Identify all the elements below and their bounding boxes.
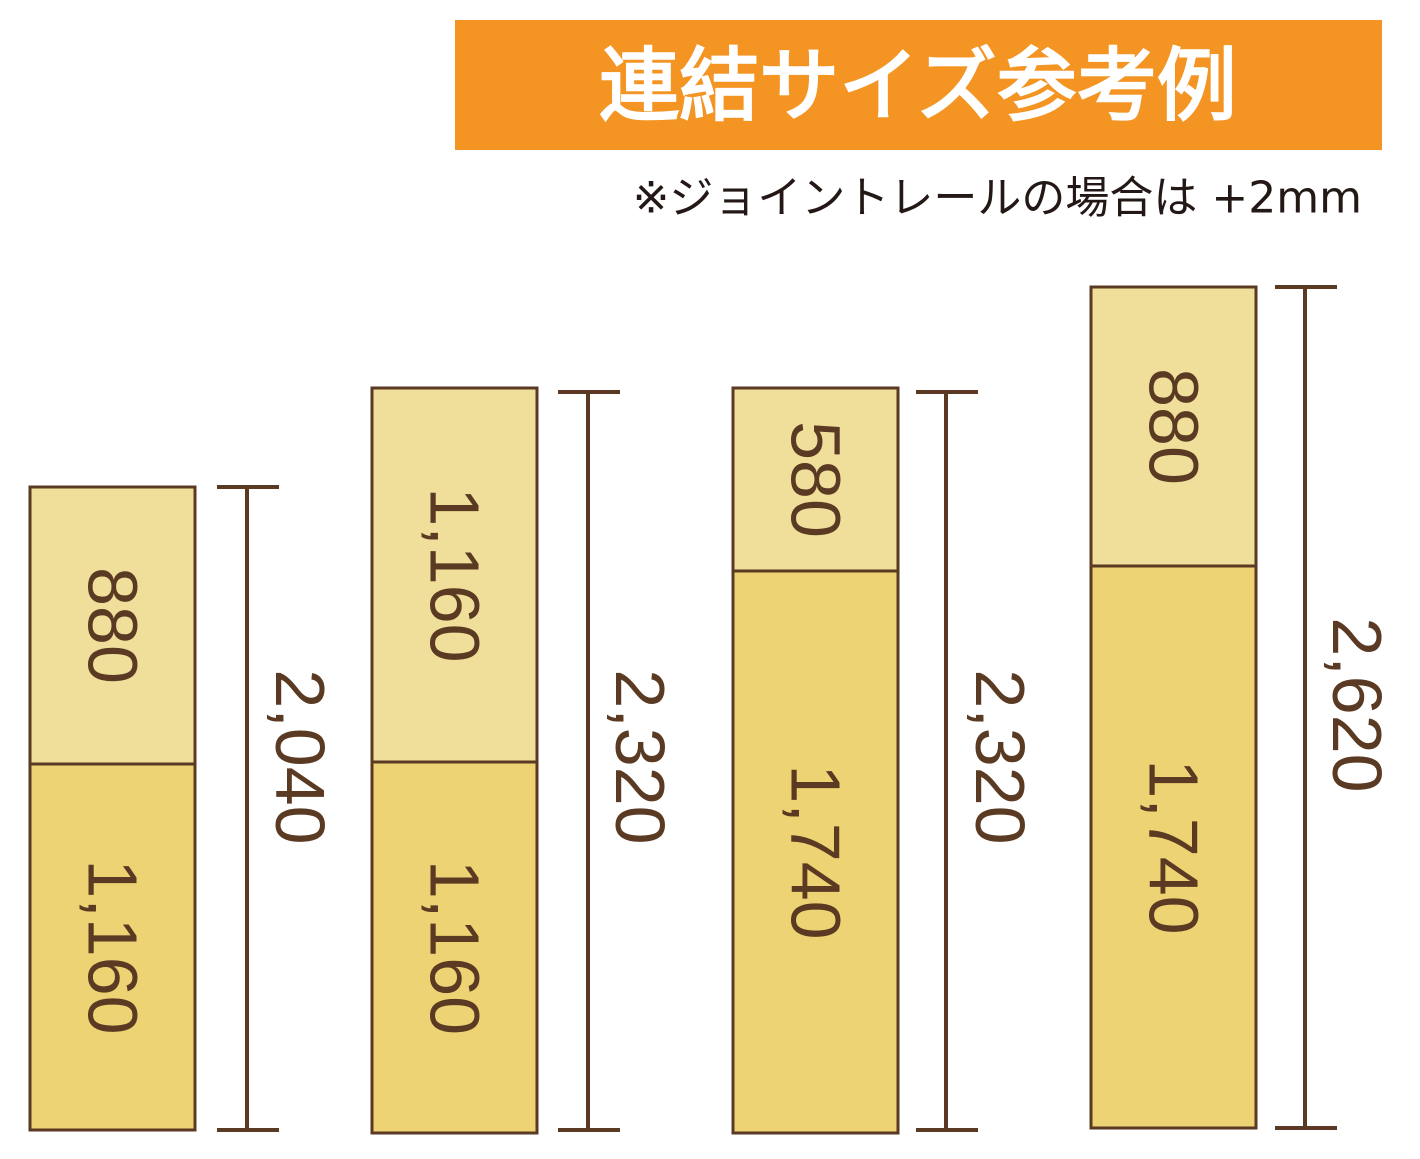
- segment-label: 880: [74, 567, 152, 684]
- panel-segment: [731, 569, 900, 1135]
- panel-segment: [1089, 285, 1258, 568]
- total-label: 2,040: [261, 669, 339, 844]
- title: 連結サイズ参考例: [599, 40, 1237, 133]
- segment-label: 1,740: [1135, 759, 1213, 934]
- title-banner: [455, 20, 1382, 150]
- segment-label: 1,160: [416, 860, 494, 1035]
- segment-label: 580: [777, 421, 855, 538]
- segment-label: 1,160: [74, 859, 152, 1034]
- panel-segment: [370, 386, 539, 764]
- panel-segment: [370, 760, 539, 1135]
- segment-label: 1,740: [777, 764, 855, 939]
- panel-segment: [1089, 564, 1258, 1130]
- total-label: 2,320: [961, 669, 1039, 844]
- panel-segment: [28, 485, 197, 766]
- segment-label: 880: [1135, 368, 1213, 485]
- note: ※ジョイントレールの場合は +2mm: [633, 173, 1362, 224]
- total-label: 2,320: [601, 669, 679, 844]
- segment-label: 1,160: [416, 487, 494, 662]
- total-label: 2,620: [1318, 617, 1396, 792]
- panel-segment: [28, 762, 197, 1132]
